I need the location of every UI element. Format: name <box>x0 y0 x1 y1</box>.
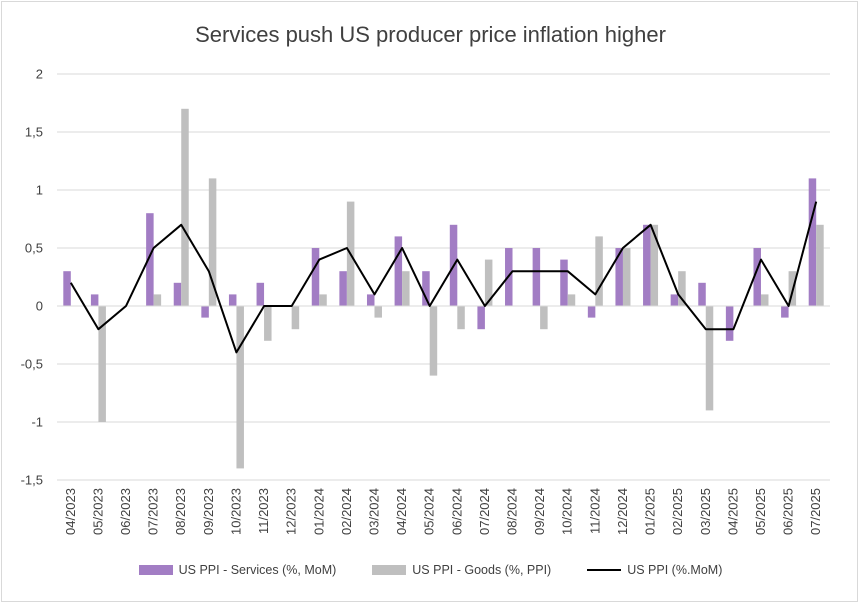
bar-services <box>90 294 99 306</box>
x-tick-label: 07/2023 <box>146 488 161 535</box>
x-tick-label: 01/2024 <box>311 488 326 535</box>
bar-services <box>201 306 209 318</box>
legend-label-ppi: US PPI (%.MoM) <box>627 563 723 577</box>
x-tick-label: 02/2025 <box>670 488 685 535</box>
bar-goods <box>816 224 824 306</box>
bar-services <box>670 294 679 306</box>
bar-services <box>615 248 623 306</box>
x-tick-label: 07/2024 <box>477 488 492 535</box>
bar-services <box>753 248 761 306</box>
bar-services <box>587 306 596 318</box>
x-tick-label: 09/2024 <box>532 488 547 535</box>
bar-services <box>560 259 568 306</box>
y-tick-label: 1 <box>36 183 43 198</box>
bar-services <box>63 271 71 306</box>
bar-goods <box>291 306 300 330</box>
bar-goods <box>595 236 603 306</box>
x-tick-label: 06/2024 <box>449 488 464 535</box>
legend: US PPI - Services (%, MoM) US PPI - Good… <box>0 563 861 577</box>
bar-services <box>643 224 651 306</box>
bar-goods <box>429 306 438 376</box>
bar-goods <box>484 259 493 306</box>
bar-goods <box>319 294 327 306</box>
x-tick-label: 07/2025 <box>808 488 823 535</box>
x-tick-label: 06/2023 <box>118 488 133 535</box>
x-tick-label: 01/2025 <box>643 488 658 535</box>
bar-goods <box>402 271 410 306</box>
bar-services <box>339 271 347 306</box>
bar-goods <box>153 294 162 306</box>
x-tick-label: 08/2023 <box>173 488 188 535</box>
bar-goods <box>540 306 548 330</box>
y-tick-label: -0,5 <box>21 357 43 372</box>
bar-services <box>698 282 706 306</box>
x-tick-label: 04/2025 <box>725 488 740 535</box>
x-tick-label: 12/2023 <box>284 488 299 535</box>
bar-goods <box>208 178 217 306</box>
legend-item-services: US PPI - Services (%, MoM) <box>138 563 337 577</box>
bar-goods <box>567 294 576 306</box>
bar-services <box>173 282 182 306</box>
x-tick-label: 02/2024 <box>339 488 354 535</box>
legend-item-ppi: US PPI (%.MoM) <box>587 563 722 577</box>
x-tick-label: 06/2025 <box>781 488 796 535</box>
legend-swatch-ppi <box>587 569 622 571</box>
x-tick-label: 10/2024 <box>560 488 575 535</box>
bar-services <box>146 213 154 306</box>
x-tick-label: 05/2023 <box>90 488 105 535</box>
bar-services <box>422 271 430 306</box>
bar-services <box>477 306 485 330</box>
bar-goods <box>678 271 686 306</box>
legend-label-goods: US PPI - Goods (%, PPI) <box>412 563 552 577</box>
x-tick-label: 09/2023 <box>201 488 216 535</box>
x-tick-label: 12/2024 <box>615 488 630 535</box>
x-tick-label: 05/2024 <box>422 488 437 535</box>
x-tick-label: 03/2025 <box>698 488 713 535</box>
bar-services <box>228 294 237 306</box>
bar-services <box>808 178 817 306</box>
bar-goods <box>236 306 244 469</box>
legend-swatch-goods <box>372 565 407 575</box>
x-tick-label: 03/2024 <box>366 488 381 535</box>
bar-goods <box>264 306 272 341</box>
y-tick-label: 2 <box>36 67 43 82</box>
bar-services <box>311 248 320 306</box>
bar-goods <box>650 224 659 306</box>
bar-goods <box>760 294 769 306</box>
ppi-line <box>69 201 818 354</box>
bar-services <box>366 294 375 306</box>
chart-title: Services push US producer price inflatio… <box>195 22 666 47</box>
bar-goods <box>457 306 465 330</box>
bar-goods <box>181 108 189 306</box>
bar-services <box>394 236 403 306</box>
y-tick-label: -1 <box>31 415 43 430</box>
bar-goods <box>98 306 106 422</box>
bar-goods <box>622 248 631 306</box>
x-tick-label: 04/2024 <box>394 488 409 535</box>
x-tick-label: 11/2023 <box>256 488 271 534</box>
legend-swatch-services <box>138 565 173 575</box>
bar-services <box>725 306 734 341</box>
bar-services <box>256 282 265 306</box>
y-tick-label: -1,5 <box>21 473 43 488</box>
x-tick-label: 08/2024 <box>505 488 520 535</box>
y-tick-label: 0,5 <box>25 241 43 256</box>
bar-services <box>781 306 789 318</box>
bar-goods <box>374 306 382 318</box>
legend-item-goods: US PPI - Goods (%, PPI) <box>372 563 551 577</box>
bar-services <box>532 248 541 306</box>
x-tick-label: 10/2023 <box>228 488 243 535</box>
y-tick-label: 0 <box>36 299 43 314</box>
bar-goods <box>705 306 714 411</box>
x-tick-label: 05/2025 <box>753 488 768 535</box>
x-tick-label: 04/2023 <box>63 488 78 535</box>
legend-label-services: US PPI - Services (%, MoM) <box>178 563 337 577</box>
y-tick-label: 1,5 <box>25 125 43 140</box>
x-tick-label: 11/2024 <box>587 488 602 534</box>
